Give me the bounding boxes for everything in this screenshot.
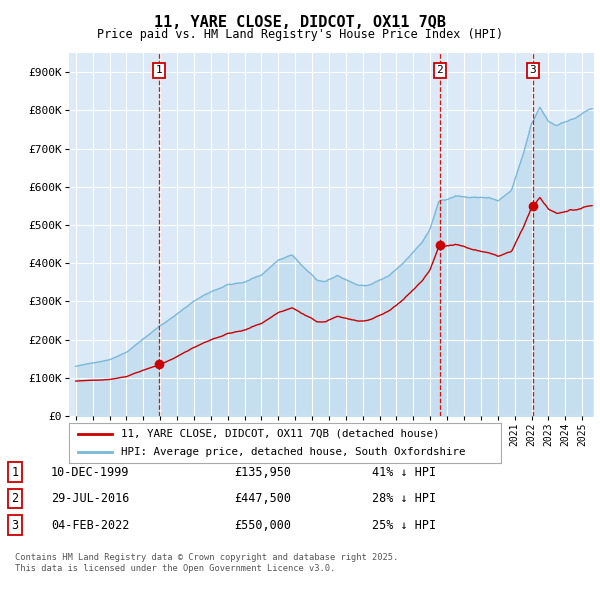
Text: £135,950: £135,950 xyxy=(234,466,291,478)
Text: 2: 2 xyxy=(437,65,443,76)
Text: HPI: Average price, detached house, South Oxfordshire: HPI: Average price, detached house, Sout… xyxy=(121,447,466,457)
Text: 28% ↓ HPI: 28% ↓ HPI xyxy=(372,492,436,505)
Text: 3: 3 xyxy=(530,65,536,76)
Text: Contains HM Land Registry data © Crown copyright and database right 2025.: Contains HM Land Registry data © Crown c… xyxy=(15,553,398,562)
Text: 25% ↓ HPI: 25% ↓ HPI xyxy=(372,519,436,532)
Text: 29-JUL-2016: 29-JUL-2016 xyxy=(51,492,130,505)
Text: 41% ↓ HPI: 41% ↓ HPI xyxy=(372,466,436,478)
Text: This data is licensed under the Open Government Licence v3.0.: This data is licensed under the Open Gov… xyxy=(15,565,335,573)
Text: 10-DEC-1999: 10-DEC-1999 xyxy=(51,466,130,478)
Text: 1: 1 xyxy=(156,65,163,76)
Text: 11, YARE CLOSE, DIDCOT, OX11 7QB (detached house): 11, YARE CLOSE, DIDCOT, OX11 7QB (detach… xyxy=(121,429,439,439)
Text: 2: 2 xyxy=(11,492,19,505)
Text: 3: 3 xyxy=(11,519,19,532)
Text: £550,000: £550,000 xyxy=(234,519,291,532)
Text: Price paid vs. HM Land Registry's House Price Index (HPI): Price paid vs. HM Land Registry's House … xyxy=(97,28,503,41)
Text: 1: 1 xyxy=(11,466,19,478)
Text: 11, YARE CLOSE, DIDCOT, OX11 7QB: 11, YARE CLOSE, DIDCOT, OX11 7QB xyxy=(154,15,446,30)
Text: 04-FEB-2022: 04-FEB-2022 xyxy=(51,519,130,532)
Text: £447,500: £447,500 xyxy=(234,492,291,505)
